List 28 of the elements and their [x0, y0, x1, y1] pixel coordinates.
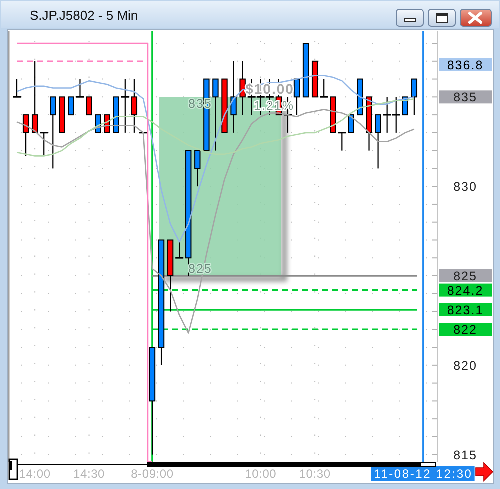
- x-tick-label: 8-09:00: [131, 467, 174, 481]
- ref-line-label: 823.1: [447, 303, 484, 318]
- candlestick: [50, 96, 56, 170]
- ref-line-label: 824.2: [447, 284, 484, 298]
- x-tick-label: 11-08-12 12:30: [374, 467, 473, 481]
- candlestick: [131, 78, 138, 134]
- candlestick: [375, 114, 382, 170]
- x-tick-label: 10:00: [245, 467, 277, 481]
- y-tick-label: 825: [454, 270, 478, 284]
- candlestick: [194, 150, 201, 188]
- x-tick-label: 10:30: [299, 467, 331, 481]
- y-tick-label: 820: [454, 358, 478, 373]
- candlestick: [32, 60, 38, 134]
- candlestick: [212, 78, 219, 152]
- y-tick-label: 830: [454, 180, 478, 194]
- candlestick: [348, 114, 354, 134]
- y-tick-label: 835: [454, 90, 478, 105]
- text: 836.8: [447, 58, 484, 72]
- x-tick-label: 14:00: [19, 467, 51, 481]
- ref-line-label: 822: [454, 323, 478, 338]
- y-tick-label: 815: [454, 448, 478, 462]
- candlestick: [411, 78, 418, 116]
- candlestick: [294, 78, 300, 116]
- candlestick: [86, 96, 92, 116]
- chart-title: S.JP.J5802 - 5 Min: [30, 8, 138, 23]
- candlestick: [22, 114, 30, 157]
- candlestick: [230, 60, 237, 134]
- x-tick-label: 14:30: [74, 467, 106, 481]
